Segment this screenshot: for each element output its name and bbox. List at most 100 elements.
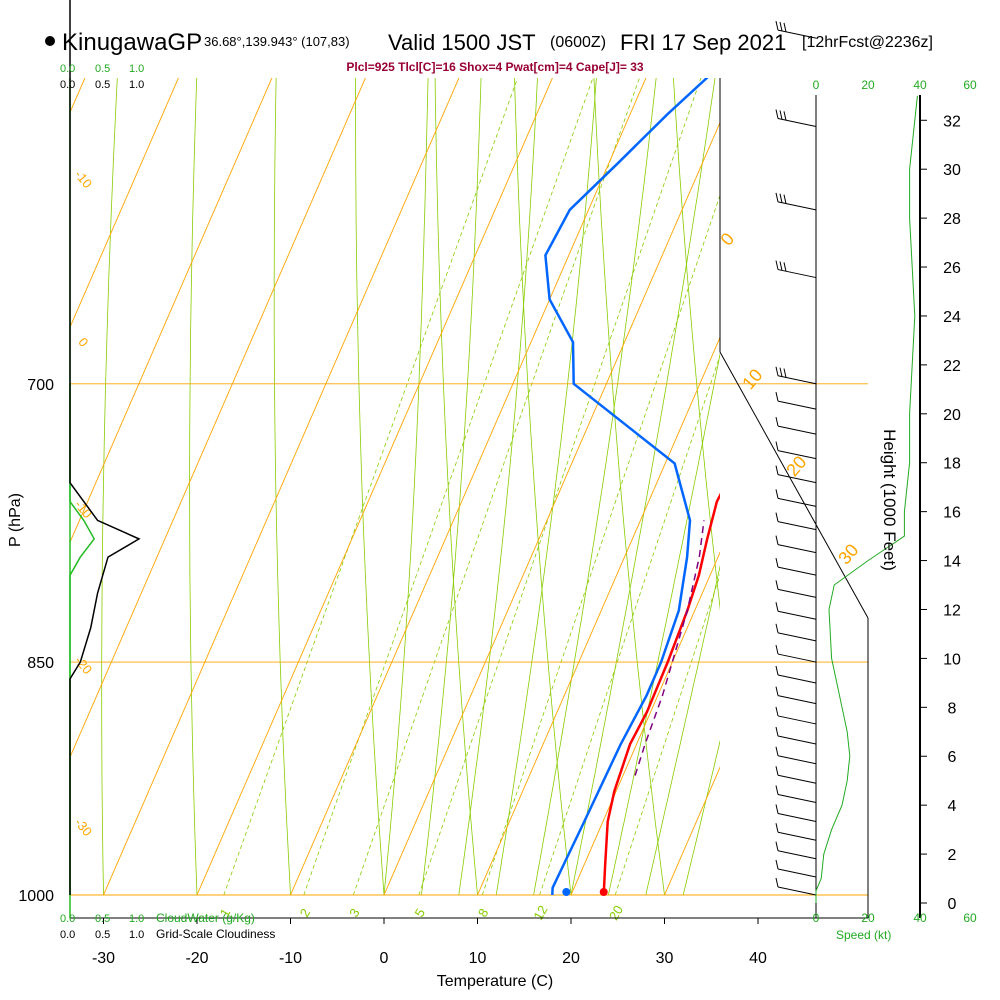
- wind-barb-flag: [775, 260, 779, 270]
- wind-barb-staff: [777, 29, 817, 39]
- wind-barb-flag: [775, 644, 779, 655]
- wind-barb: [775, 465, 817, 484]
- cloudiness-tick-top: 0.0: [60, 79, 75, 91]
- cloudiness-label: Grid-Scale Cloudiness: [156, 927, 275, 941]
- utc-time: (0600Z): [550, 34, 606, 51]
- wind-barb-flag: [775, 392, 779, 402]
- bottom-left-scales: 0.0 0.5 1.0 CloudWater (g/Kg) 0.0 0.5 1.…: [60, 911, 275, 941]
- wind-barb-staff: [777, 794, 817, 803]
- pressure-tick-label: 1000: [18, 888, 54, 905]
- isotherm-line: [290, 78, 647, 895]
- speed-scale: 0 20 40 60 0 20 40 60 Speed (kt): [813, 78, 977, 942]
- moist-adiabat-line: [570, 78, 716, 895]
- wind-barb-flag: [775, 558, 779, 568]
- height-tick-label: 8: [948, 700, 957, 717]
- wind-barb: [775, 804, 817, 822]
- height-tick-label: 28: [943, 211, 961, 228]
- x-tick-label: 40: [749, 950, 767, 967]
- mixing-ratio-line: [303, 78, 594, 895]
- wind-barb-flag: [775, 580, 779, 590]
- wind-barb-staff: [777, 886, 817, 896]
- height-tick-label: 20: [943, 407, 961, 424]
- wind-barb-flag: [775, 109, 779, 119]
- wind-barb-staff: [777, 653, 817, 663]
- wind-barb-flag: [775, 823, 779, 833]
- valid-date: FRI 17 Sep 2021: [620, 30, 786, 55]
- wind-barb-flag: [783, 194, 787, 204]
- isotherm-line: [0, 0, 126, 895]
- wind-barb-flag: [783, 22, 787, 33]
- isotherm-label: -20: [72, 653, 96, 677]
- x-tick-label: 10: [469, 950, 487, 967]
- height-tick-label: 0: [948, 896, 957, 913]
- speed-tick-bottom: 0: [813, 911, 820, 925]
- wind-barb-flag: [775, 766, 779, 776]
- dry-adiabat-line: [789, 0, 945, 895]
- moist-adiabat-line: [533, 78, 657, 895]
- wind-barb-staff: [777, 521, 817, 531]
- wind-barb-flag: [779, 367, 783, 377]
- wind-barb: [775, 726, 817, 745]
- isotherm-line: [196, 78, 553, 895]
- wind-barb-staff: [777, 610, 817, 620]
- cloudwater-tick-top: 1.0: [129, 63, 144, 75]
- dry-adiabat-line: [854, 0, 1000, 895]
- isotherm-label: 30: [834, 540, 862, 568]
- wind-barb-flag: [779, 193, 783, 203]
- wind-barb-flag: [775, 416, 779, 427]
- wind-barb-flag: [779, 110, 783, 120]
- wind-barb-staff: [777, 715, 817, 725]
- cloudwater-tick-bottom: 0.0: [60, 913, 75, 925]
- dry-adiabat-line: [189, 78, 198, 895]
- wind-barb-flag: [775, 726, 779, 737]
- speed-tick-top: 40: [913, 78, 927, 92]
- station-coordinates: 36.68°,139.943° (107,83): [204, 34, 350, 49]
- wind-barb-flag: [775, 804, 779, 814]
- temperature-line: [602, 492, 720, 895]
- station-marker-icon: [45, 36, 55, 46]
- moist-adiabat-line: [383, 78, 429, 895]
- cloud-profiles: [69, 0, 141, 895]
- isotherm-line: [70, 78, 273, 544]
- wind-barb: [775, 841, 817, 860]
- top-left-scales: 0.0 0.5 1.0 0.0 0.5 1.0: [60, 63, 144, 91]
- wind-barb: [775, 366, 817, 385]
- x-axis-title: Temperature (C): [437, 973, 553, 990]
- x-tick-label: 30: [656, 950, 674, 967]
- isotherm-line: [383, 121, 720, 895]
- dry-adiabat-line: [917, 0, 1000, 895]
- wind-barb-staff: [777, 868, 817, 878]
- wind-barb-staff: [777, 450, 817, 460]
- wind-barb-flag: [779, 21, 783, 32]
- wind-barb-flag: [775, 623, 779, 633]
- wind-barb-staff: [777, 201, 817, 211]
- wind-barb-flag: [775, 602, 779, 612]
- height-tick-label: 18: [943, 456, 961, 473]
- cloudwater-tick-bottom: 0.5: [95, 913, 110, 925]
- cloudiness-tick-top: 1.0: [129, 79, 144, 91]
- dry-adiabat-line: [722, 0, 851, 895]
- isotherm-label: 0: [75, 335, 91, 350]
- pressure-axis: 2503004005007008501000: [18, 377, 54, 905]
- wind-barb: [775, 746, 817, 765]
- wind-barb: [775, 441, 817, 460]
- dry-adiabat-line: [979, 0, 1000, 895]
- pressure-tick-label: 850: [27, 655, 54, 672]
- isotherm-line: [70, 78, 366, 759]
- wind-barb-staff: [777, 735, 817, 745]
- dry-adiabat-line: [355, 78, 385, 895]
- cloudwater-tick-top: 0.5: [95, 63, 110, 75]
- wind-speed-profile: [815, 95, 918, 903]
- height-tick-label: 6: [948, 749, 957, 766]
- wind-barb-flag: [783, 111, 787, 121]
- wind-barb: [775, 686, 817, 705]
- mixing-ratio-label: 20: [606, 903, 626, 923]
- isotherm-line: [477, 336, 720, 895]
- height-tick-label: 2: [948, 847, 957, 864]
- cloudiness-tick-bottom: 1.0: [129, 929, 144, 941]
- isotherm-line: [0, 0, 313, 895]
- isotherm-line: [0, 0, 220, 895]
- cloudiness-tick-bottom: 0.0: [60, 929, 75, 941]
